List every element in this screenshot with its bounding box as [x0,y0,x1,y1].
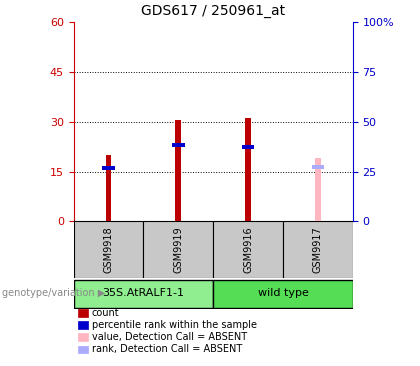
Text: rank, Detection Call = ABSENT: rank, Detection Call = ABSENT [92,344,242,354]
Text: GSM9919: GSM9919 [173,227,183,273]
Text: genotype/variation ▶: genotype/variation ▶ [2,288,105,298]
Bar [102,165,115,169]
Text: value, Detection Call = ABSENT: value, Detection Call = ABSENT [92,332,247,342]
Text: wild type: wild type [257,288,308,298]
Bar [283,221,353,278]
Bar [74,280,213,308]
Bar [105,155,111,221]
Text: count: count [92,308,119,318]
Bar [172,143,184,147]
Bar [213,221,283,278]
Text: GSM9917: GSM9917 [313,227,323,273]
Bar [213,280,353,308]
Bar [74,221,143,278]
Bar [315,158,321,221]
Text: percentile rank within the sample: percentile rank within the sample [92,320,257,330]
Text: GSM9918: GSM9918 [103,227,113,273]
Text: GSM9916: GSM9916 [243,227,253,273]
Bar [312,165,324,169]
Text: 35S.AtRALF1-1: 35S.AtRALF1-1 [102,288,184,298]
Bar [176,120,181,221]
Bar [242,145,255,149]
Bar [143,221,213,278]
Title: GDS617 / 250961_at: GDS617 / 250961_at [141,4,285,18]
Bar [245,118,251,221]
